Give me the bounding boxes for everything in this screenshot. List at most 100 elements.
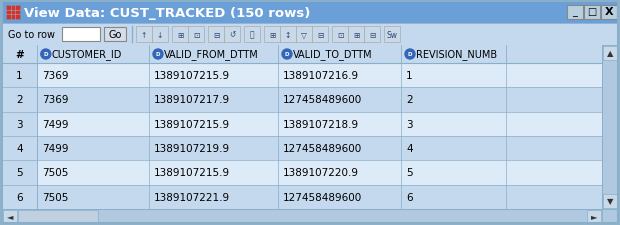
Text: ⊟: ⊟	[317, 30, 323, 39]
Bar	[312, 27, 328, 43]
Text: ⧉: ⧉	[250, 30, 254, 39]
Bar	[18, 210, 98, 222]
Text: 1: 1	[16, 71, 23, 81]
Bar	[244, 27, 260, 43]
Bar	[2, 24, 618, 46]
Circle shape	[153, 50, 163, 60]
Text: CUSTOMER_ID: CUSTOMER_ID	[52, 49, 122, 60]
Bar	[224, 27, 240, 43]
Bar	[104, 28, 126, 42]
Text: 1389107219.9: 1389107219.9	[154, 144, 230, 153]
Text: ▼: ▼	[607, 197, 613, 206]
Bar	[2, 136, 602, 161]
Text: 7369: 7369	[42, 95, 68, 105]
Text: 7499: 7499	[42, 144, 68, 153]
Bar	[384, 27, 400, 43]
Text: □: □	[587, 7, 596, 17]
Text: ◄: ◄	[7, 212, 13, 220]
Text: 6: 6	[16, 192, 23, 202]
Bar	[602, 209, 618, 223]
Bar	[2, 88, 602, 112]
Bar	[2, 88, 37, 112]
Bar	[2, 46, 602, 209]
Bar	[172, 27, 188, 43]
Bar	[6, 6, 20, 20]
Bar	[152, 27, 168, 43]
Circle shape	[405, 50, 415, 60]
Bar	[2, 46, 602, 64]
Bar	[603, 47, 617, 61]
Bar	[2, 185, 602, 209]
Bar	[603, 194, 617, 208]
Text: ▲: ▲	[607, 49, 613, 58]
Text: #: #	[15, 50, 24, 60]
Text: 127458489600: 127458489600	[283, 95, 362, 105]
Text: 3: 3	[406, 119, 413, 129]
Bar	[2, 209, 602, 223]
Bar	[2, 112, 37, 136]
Text: X: X	[604, 7, 613, 17]
Text: ↑: ↑	[141, 30, 147, 39]
Text: 1389107220.9: 1389107220.9	[283, 168, 359, 178]
Text: ⊞: ⊞	[269, 30, 275, 39]
Text: ↕: ↕	[285, 30, 291, 39]
Bar	[2, 2, 618, 24]
Text: ⊟: ⊟	[213, 30, 219, 39]
Text: 6: 6	[406, 192, 413, 202]
Bar	[584, 6, 600, 20]
Text: Sw: Sw	[386, 30, 397, 39]
Text: 7369: 7369	[42, 71, 68, 81]
Bar	[364, 27, 380, 43]
Text: ▽: ▽	[301, 30, 307, 39]
Text: D: D	[285, 52, 290, 57]
Bar	[264, 27, 280, 43]
Bar	[332, 27, 348, 43]
Text: 5: 5	[406, 168, 413, 178]
Text: VALID_FROM_DTTM: VALID_FROM_DTTM	[164, 49, 259, 60]
Text: VALID_TO_DTTM: VALID_TO_DTTM	[293, 49, 373, 60]
Bar	[136, 27, 152, 43]
Bar	[601, 6, 617, 20]
Text: 1: 1	[406, 71, 413, 81]
Text: Go to row: Go to row	[8, 30, 55, 40]
Text: 1389107217.9: 1389107217.9	[154, 95, 230, 105]
Text: ⊞: ⊞	[177, 30, 183, 39]
Text: 1389107221.9: 1389107221.9	[154, 192, 230, 202]
Bar	[2, 64, 37, 88]
Text: 1389107215.9: 1389107215.9	[154, 71, 230, 81]
Bar	[296, 27, 312, 43]
Bar	[208, 27, 224, 43]
Text: 127458489600: 127458489600	[283, 144, 362, 153]
Text: 7505: 7505	[42, 168, 68, 178]
Bar	[2, 64, 602, 88]
Bar	[2, 112, 602, 136]
Text: 2: 2	[16, 95, 23, 105]
Text: 1389107216.9: 1389107216.9	[283, 71, 359, 81]
Text: 3: 3	[16, 119, 23, 129]
Text: _: _	[572, 7, 577, 17]
Text: ⊟: ⊟	[369, 30, 375, 39]
Bar	[2, 161, 602, 185]
Text: 1389107215.9: 1389107215.9	[154, 119, 230, 129]
Text: D: D	[156, 52, 160, 57]
Text: D: D	[43, 52, 48, 57]
Bar	[280, 27, 296, 43]
Bar	[2, 185, 37, 209]
Text: 4: 4	[16, 144, 23, 153]
Text: 2: 2	[406, 95, 413, 105]
Bar	[602, 46, 618, 209]
Text: View Data: CUST_TRACKED (150 rows): View Data: CUST_TRACKED (150 rows)	[24, 7, 311, 19]
Text: ►: ►	[591, 212, 597, 220]
Text: 7505: 7505	[42, 192, 68, 202]
Text: ⊡: ⊡	[337, 30, 343, 39]
Text: 4: 4	[406, 144, 413, 153]
Bar	[62, 28, 100, 42]
Text: 1389107218.9: 1389107218.9	[283, 119, 359, 129]
Circle shape	[41, 50, 51, 60]
Bar	[2, 161, 37, 185]
Bar	[3, 210, 17, 222]
Text: D: D	[408, 52, 412, 57]
Text: 1389107215.9: 1389107215.9	[154, 168, 230, 178]
Text: ⊡: ⊡	[193, 30, 199, 39]
Bar	[2, 136, 37, 161]
